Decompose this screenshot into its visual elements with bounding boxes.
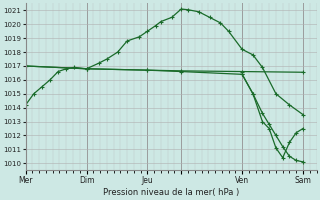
X-axis label: Pression niveau de la mer( hPa ): Pression niveau de la mer( hPa ) (103, 188, 239, 197)
